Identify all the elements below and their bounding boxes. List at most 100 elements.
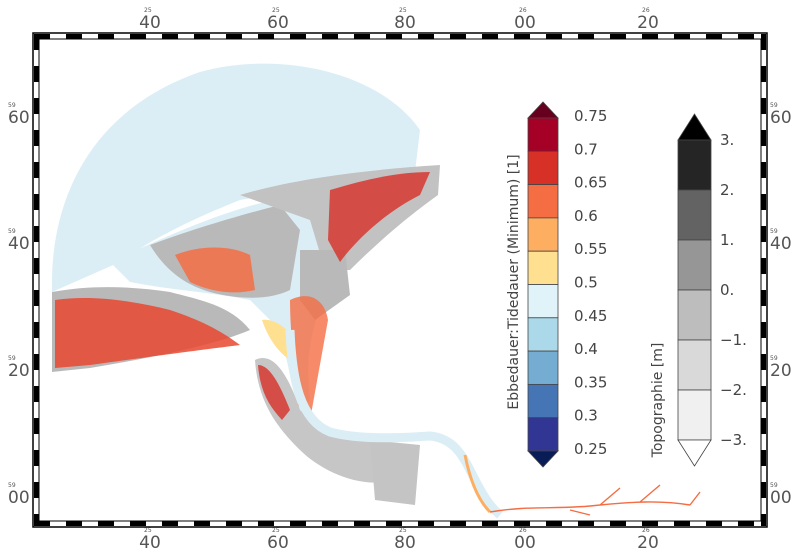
tick-major-label: 40	[139, 533, 161, 553]
border-segment	[354, 521, 370, 526]
colorbar-label: 0.75	[574, 107, 607, 125]
colorbar-swatch	[527, 117, 559, 152]
colorbar-swatch	[677, 289, 712, 341]
border-segment	[386, 521, 402, 526]
colorbar-swatch	[527, 383, 559, 419]
border-segment	[761, 98, 766, 114]
border-segment	[322, 521, 338, 526]
border-segment	[706, 34, 722, 39]
tick-minor-label: 26	[519, 527, 527, 534]
border-segment	[761, 194, 766, 210]
border-right-bar	[761, 34, 766, 526]
border-segment	[98, 34, 114, 39]
border-segment	[34, 514, 39, 526]
border-segment	[610, 521, 626, 526]
colorbar-over-triangle	[527, 101, 559, 119]
border-segment	[162, 34, 178, 39]
border-segment	[34, 34, 39, 50]
border-segment	[386, 34, 402, 39]
colorbar-swatch	[677, 239, 712, 291]
colorbar-over-triangle	[677, 113, 712, 141]
border-segment	[761, 322, 766, 338]
colorbar-label: 0.65	[574, 174, 607, 192]
tick-major-label: 40	[8, 234, 30, 254]
colorbar-label: 0.25	[574, 440, 607, 458]
tick-minor-label: 26	[642, 527, 650, 534]
border-bottom-bar	[34, 521, 754, 526]
border-segment	[226, 34, 242, 39]
border-segment	[34, 226, 39, 242]
colorbar-label: 0.5	[574, 274, 598, 292]
river-banks	[255, 358, 395, 483]
colorbar-label: 0.55	[574, 240, 607, 258]
ratio-colorbar: 0.75 0.7 0.65 0.6 0.55 0.5 0.45 0.4 0.35 0.3 0.25	[527, 101, 607, 468]
ratio-colorbar-title: Ebbedauer:Tidedauer (Minimum) [1]	[506, 154, 522, 409]
colorbar-swatch	[677, 389, 712, 441]
tick-minor-label: 25	[272, 527, 280, 534]
colorbar-swatch	[527, 150, 559, 186]
colorbar-swatch	[527, 350, 559, 385]
tick-major-label: 60	[8, 108, 30, 128]
tick-minor-label: 59	[770, 482, 778, 489]
border-segment	[226, 521, 242, 526]
border-segment	[290, 521, 306, 526]
border-segment	[761, 450, 766, 466]
colorbar-label: 0.35	[574, 373, 607, 391]
colorbar-label: 0.3	[574, 407, 598, 425]
border-segment	[761, 290, 766, 306]
border-segment	[290, 34, 306, 39]
border-segment	[34, 162, 39, 178]
tick-major-label: 60	[267, 533, 289, 553]
colorbar-label: −1.	[720, 331, 747, 349]
border-segment	[546, 521, 562, 526]
tick-major-label: 60	[267, 13, 289, 33]
border-segment	[66, 521, 82, 526]
border-segment	[761, 66, 766, 82]
border-segment	[761, 226, 766, 242]
tick-major-label: 00	[514, 533, 536, 553]
colorbar-label: 1.	[720, 231, 734, 249]
border-segment	[34, 130, 39, 146]
tick-minor-label: 25	[272, 7, 280, 14]
topo-colorbar: 3. 2. 1. 0. −1. −2. −3.	[677, 113, 747, 467]
border-segment	[418, 34, 434, 39]
colorbar-label: −2.	[720, 381, 747, 399]
border-segment	[194, 34, 210, 39]
colorbar-label: 0.7	[574, 140, 598, 158]
border-segment	[738, 521, 754, 526]
border-segment	[194, 521, 210, 526]
border-segment	[34, 66, 39, 82]
border-segment	[514, 34, 530, 39]
border-top-bar	[34, 34, 754, 39]
tick-major-label: 00	[8, 488, 30, 508]
border-segment	[674, 34, 690, 39]
colorbar-label: 0.	[720, 281, 734, 299]
colorbar-label: 2.	[720, 181, 734, 199]
inner-frame	[38, 38, 762, 522]
tick-major-label: 40	[139, 13, 161, 33]
border-segment	[34, 354, 39, 370]
topo-colorbar-title: Topographie [m]	[650, 343, 666, 459]
border-segment	[642, 34, 658, 39]
tick-major-label: 20	[637, 533, 659, 553]
colorbar-swatch	[527, 184, 559, 219]
colorbar-swatch	[677, 189, 712, 241]
border-segment	[34, 482, 39, 498]
tick-minor-label: 59	[8, 102, 16, 109]
tick-major-label: 20	[770, 361, 792, 381]
estuary-map	[51, 63, 701, 519]
border-segment	[34, 386, 39, 402]
border-segment	[450, 521, 466, 526]
upper-tributaries	[489, 484, 701, 516]
border-segment	[98, 521, 114, 526]
border-segment	[34, 98, 39, 114]
border-segment	[761, 482, 766, 498]
border-segment	[482, 34, 498, 39]
border-segment	[130, 521, 146, 526]
border-segment	[761, 258, 766, 274]
tick-major-label: 20	[637, 13, 659, 33]
